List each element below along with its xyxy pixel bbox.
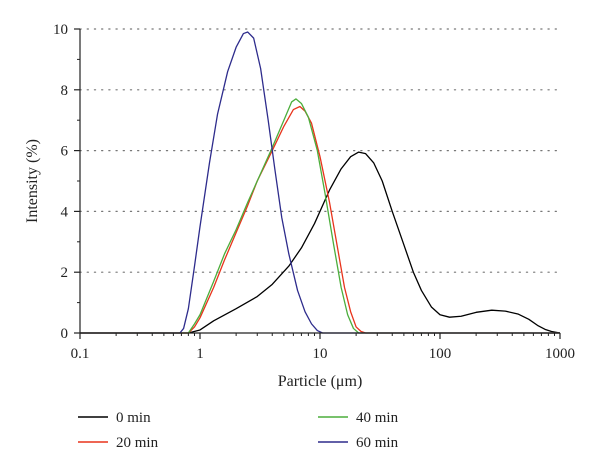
ticks: 0.1 1 10 100 1000 0 2 4 6 8 10	[53, 22, 575, 362]
legend-label-0-min: 0 min	[116, 410, 151, 426]
series-line-0-min	[80, 151, 561, 334]
legend-label-40-min: 40 min	[356, 410, 399, 426]
y-tick-label-0: 0	[61, 326, 69, 342]
x-tick-label-0: 0.1	[71, 346, 90, 362]
legend-label-20-min: 20 min	[116, 435, 159, 451]
y-tick-label-1: 2	[61, 265, 69, 281]
x-axis-label: Particle (μm)	[278, 373, 363, 390]
y-tick-label-2: 4	[61, 204, 69, 220]
y-tick-label-4: 8	[61, 83, 69, 99]
y-tick-label-5: 10	[53, 22, 68, 38]
axes	[79, 29, 560, 334]
series-line-40-min	[80, 98, 560, 334]
legend: 0 min 20 min 40 min 60 min	[78, 410, 399, 451]
series-line-20-min	[80, 105, 560, 334]
x-tick-label-1: 1	[196, 346, 204, 362]
x-tick-label-4: 1000	[545, 346, 575, 362]
y-axis-label: Intensity (%)	[24, 139, 41, 223]
legend-label-60-min: 60 min	[356, 435, 399, 451]
x-tick-label-3: 100	[429, 346, 452, 362]
series-line-60-min	[80, 31, 560, 334]
x-tick-label-2: 10	[313, 346, 328, 362]
y-tick-label-3: 6	[61, 144, 69, 160]
series-layer	[80, 31, 561, 334]
grid	[79, 28, 561, 273]
